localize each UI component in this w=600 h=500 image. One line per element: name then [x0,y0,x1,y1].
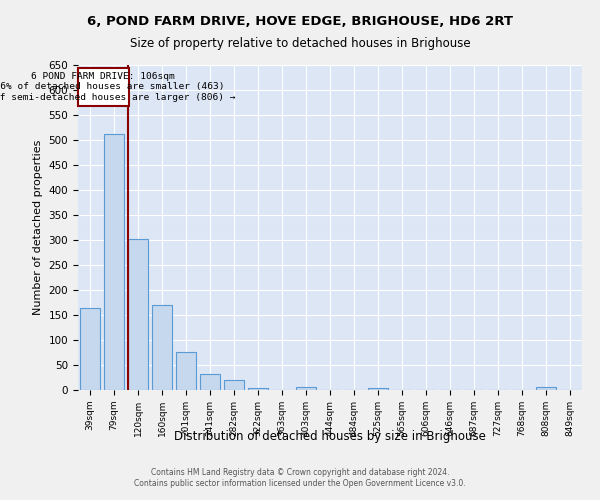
Bar [176,352,196,390]
Bar [128,238,148,390]
Bar [152,305,172,390]
Y-axis label: Number of detached properties: Number of detached properties [33,140,43,315]
Bar [104,134,124,390]
Text: Size of property relative to detached houses in Brighouse: Size of property relative to detached ho… [130,38,470,51]
Bar [296,387,316,390]
Bar [80,308,100,390]
Bar [368,388,388,390]
Bar [536,387,556,390]
Bar [224,380,244,390]
FancyBboxPatch shape [78,68,128,106]
Text: Contains HM Land Registry data © Crown copyright and database right 2024.
Contai: Contains HM Land Registry data © Crown c… [134,468,466,487]
Bar [200,374,220,390]
Text: 6, POND FARM DRIVE, HOVE EDGE, BRIGHOUSE, HD6 2RT: 6, POND FARM DRIVE, HOVE EDGE, BRIGHOUSE… [87,15,513,28]
Text: Distribution of detached houses by size in Brighouse: Distribution of detached houses by size … [174,430,486,443]
Text: 6 POND FARM DRIVE: 106sqm
← 36% of detached houses are smaller (463)
63% of semi: 6 POND FARM DRIVE: 106sqm ← 36% of detac… [0,72,236,102]
Bar [248,388,268,390]
